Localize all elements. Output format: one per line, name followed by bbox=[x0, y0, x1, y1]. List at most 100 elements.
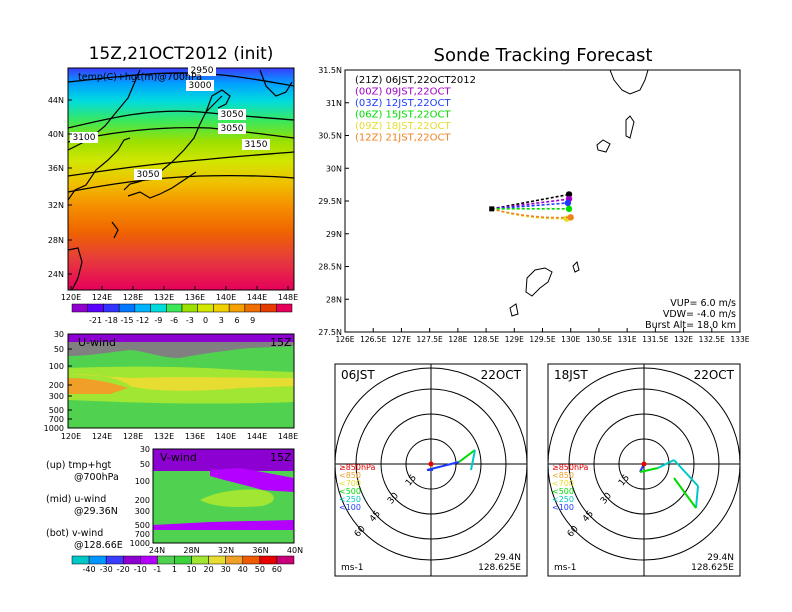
wind-colorbar-tick: 50 bbox=[255, 565, 265, 574]
map-lon-tick: 136E bbox=[185, 293, 205, 302]
contour-label-bg bbox=[186, 80, 214, 91]
hodo-legend-item: <850 bbox=[339, 471, 361, 480]
track-legend-item: (06Z) 15JST,22OCT bbox=[355, 110, 451, 121]
contour-label: 3000 bbox=[189, 81, 212, 91]
colorbar-swatch bbox=[103, 303, 120, 313]
wind-colorbar-tick: -10 bbox=[134, 565, 147, 574]
burst-point bbox=[565, 191, 573, 198]
wind-colorbar-swatch bbox=[208, 555, 226, 565]
hodo-legend-item: <250 bbox=[552, 495, 574, 504]
hodo-time: 18JST bbox=[554, 368, 588, 382]
burst-point bbox=[565, 205, 573, 213]
hodo-trace-segment bbox=[695, 485, 699, 509]
hodo-trace-segment bbox=[657, 459, 675, 469]
u-p-tick: 1000 bbox=[44, 424, 64, 433]
map-lat-tick: 24N bbox=[48, 270, 64, 279]
wind-colorbar-tick: 40 bbox=[238, 565, 248, 574]
map-lon-tick: 132E bbox=[154, 293, 174, 302]
v-lat-tick: 36N bbox=[252, 546, 268, 555]
track-legend-item: (12Z) 21JST,22OCT bbox=[355, 133, 451, 144]
panel-description-line2: @700hPa bbox=[74, 472, 119, 483]
track-lon-tick: 128E bbox=[448, 335, 467, 344]
hodo-legend-item: <250 bbox=[339, 495, 361, 504]
track-lon-tick: 129E bbox=[505, 335, 524, 344]
v-p-tick: 30 bbox=[140, 445, 150, 454]
wind-colorbar-tick: 30 bbox=[221, 565, 231, 574]
map-lat-ticks: 44N 40N 36N 32N 28N 24N bbox=[48, 96, 72, 279]
u-p-tick: 700 bbox=[49, 415, 64, 424]
track-panel: 31.5N 31N 30.5N 30N 29.5N 29N 28.5N 28N 27.5N 12… bbox=[318, 66, 750, 344]
map-lon-ticks: 120E 124E 128E 132E 136E 140E 144E 148E bbox=[61, 286, 298, 302]
track-param: Burst Alt= 18.0 km bbox=[645, 320, 736, 331]
hodo-lon: 128.625E bbox=[691, 563, 734, 573]
hodo-legend-item: <100 bbox=[339, 503, 361, 512]
track-lat-tick: 31.5N bbox=[318, 66, 342, 75]
wind-colorbar-tick: 10 bbox=[186, 565, 196, 574]
contour-label: 3150 bbox=[245, 140, 268, 150]
map-lat-tick: 40N bbox=[48, 130, 64, 139]
track-lon-tick: 132.5E bbox=[699, 335, 725, 344]
u-p-tick: 50 bbox=[54, 345, 64, 354]
track-lon-tick: 127E bbox=[392, 335, 411, 344]
map-lon-tick: 144E bbox=[247, 293, 267, 302]
track-lon-tick: 131.5E bbox=[642, 335, 668, 344]
hodo-legend-item: ≥850hPa bbox=[339, 463, 376, 472]
panel-description-line1: (bot) v-wind bbox=[46, 528, 103, 539]
v-p-tick: 200 bbox=[135, 496, 150, 505]
map-lat-tick: 28N bbox=[48, 236, 64, 245]
hodo-time: 06JST bbox=[341, 368, 375, 382]
track-lat-tick: 29.5N bbox=[318, 197, 342, 206]
track-lat-tick: 31N bbox=[326, 99, 342, 108]
hodo-date: 22OCT bbox=[481, 368, 522, 382]
v-lat-tick: 40N bbox=[287, 546, 303, 555]
v-lat-tick: 32N bbox=[218, 546, 234, 555]
hodo-trace-segment bbox=[426, 461, 460, 471]
panel-description-line2: @29.36N bbox=[74, 506, 118, 517]
track-lon-tick: 130E bbox=[561, 335, 580, 344]
track-param: VUP= 6.0 m/s bbox=[670, 298, 736, 309]
contour-label-bg bbox=[218, 123, 246, 134]
wind-colorbar-swatch bbox=[259, 555, 278, 565]
u-lon-tick: 140E bbox=[216, 432, 236, 441]
colorbar-tick: -6 bbox=[170, 316, 178, 325]
v-wind-label: V-wind bbox=[160, 451, 197, 464]
contour-label: 3050 bbox=[221, 124, 244, 134]
wind-colorbar-swatch bbox=[174, 555, 192, 565]
hodo-legend-item: <700 bbox=[339, 479, 361, 488]
contour-label: 3050 bbox=[221, 110, 244, 120]
hodo-legend-item: <700 bbox=[552, 479, 574, 488]
wind-colorbar-swatch bbox=[242, 555, 261, 565]
hodo-trace-segment bbox=[673, 459, 699, 487]
left-title: 15Z,21OCT2012 (init) bbox=[89, 44, 274, 64]
colorbar-swatch bbox=[150, 303, 167, 313]
colorbar-tick: -3 bbox=[186, 316, 194, 325]
colorbar-swatch bbox=[181, 303, 198, 313]
u-lon-tick: 148E bbox=[278, 432, 298, 441]
wind-colorbar-swatch bbox=[276, 555, 295, 565]
temperature-colorbar: -21 -18 -15 -12 -9 -6 -3 0 3 6 9 bbox=[71, 303, 293, 325]
wind-colorbar-swatch bbox=[122, 555, 141, 565]
track-lon-tick: 133E bbox=[730, 335, 749, 344]
wind-colorbar-tick: -1 bbox=[153, 565, 161, 574]
hodo-unit: ms-1 bbox=[554, 563, 576, 573]
hodo-trace-segment bbox=[639, 467, 659, 473]
u-p-tick: 300 bbox=[49, 392, 64, 401]
wind-colorbar-swatch bbox=[105, 555, 124, 565]
wind-colorbar-swatch bbox=[157, 555, 175, 565]
burst-point bbox=[567, 214, 574, 221]
v-p-tick: 50 bbox=[140, 460, 150, 469]
v-p-tick: 1000 bbox=[130, 539, 150, 548]
hodo-lon: 128.625E bbox=[478, 563, 521, 573]
track-lat-ticks: 31.5N 31N 30.5N 30N 29.5N 29N 28.5N 28N 27.5N bbox=[318, 66, 349, 337]
track-legend-item: (00Z) 09JST,22OCT bbox=[355, 87, 451, 98]
track-legend-item: (03Z) 12JST,22OCT bbox=[355, 98, 451, 109]
wind-colorbar-swatch bbox=[71, 555, 90, 565]
u-wind-time: 15Z bbox=[270, 336, 292, 349]
colorbar-tick: -21 bbox=[89, 316, 102, 325]
colorbar-tick: 3 bbox=[219, 316, 224, 325]
track-lon-tick: 126.5E bbox=[360, 335, 386, 344]
